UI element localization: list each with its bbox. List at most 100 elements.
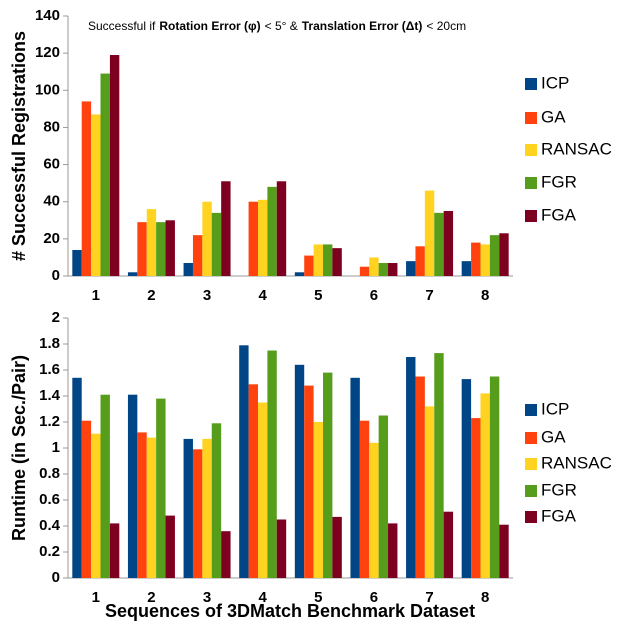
annotation-part: Translation Error (Δt) bbox=[302, 19, 423, 33]
bar bbox=[461, 261, 472, 276]
x-tick-label: 7 bbox=[425, 589, 433, 606]
bar bbox=[388, 523, 398, 578]
bar bbox=[127, 272, 138, 276]
bar bbox=[332, 516, 342, 578]
legend-label: GA bbox=[541, 427, 566, 446]
bar bbox=[323, 244, 333, 276]
legend-label: RANSAC bbox=[541, 453, 612, 472]
bar bbox=[489, 235, 500, 276]
legend-swatch bbox=[525, 404, 537, 416]
bar bbox=[211, 212, 222, 276]
bar bbox=[323, 372, 333, 578]
x-tick-label: 5 bbox=[314, 287, 322, 304]
bar bbox=[332, 248, 342, 276]
bar bbox=[443, 511, 454, 578]
bar bbox=[471, 418, 481, 578]
bar bbox=[406, 261, 416, 276]
bar bbox=[137, 432, 147, 578]
bar bbox=[461, 379, 472, 578]
bar bbox=[81, 420, 92, 578]
bar bbox=[248, 384, 258, 578]
x-tick-label: 1 bbox=[92, 589, 100, 606]
legend-label: FGA bbox=[541, 205, 577, 224]
bar bbox=[276, 519, 287, 578]
legend-swatch bbox=[525, 144, 537, 156]
x-tick-label: 4 bbox=[259, 589, 268, 606]
y-tick-label: 20 bbox=[43, 230, 60, 247]
x-tick-label: 2 bbox=[147, 287, 155, 304]
y-tick-label: 0 bbox=[52, 569, 60, 586]
legend-swatch bbox=[525, 458, 537, 470]
bar bbox=[369, 442, 379, 578]
bar bbox=[499, 524, 509, 578]
bar bbox=[100, 394, 110, 578]
bar bbox=[137, 222, 147, 276]
annotation-part: Successful if bbox=[88, 19, 156, 33]
y-tick-label: 100 bbox=[35, 81, 60, 98]
bar bbox=[434, 353, 444, 578]
bar bbox=[350, 377, 360, 578]
bar bbox=[211, 423, 222, 578]
y-tick-label: 40 bbox=[43, 193, 60, 210]
x-tick-label: 7 bbox=[425, 287, 433, 304]
bar bbox=[165, 220, 175, 276]
y-tick-label: 140 bbox=[35, 7, 60, 24]
x-tick-label: 3 bbox=[203, 287, 211, 304]
bar bbox=[489, 376, 500, 578]
y-tick-label: 0.2 bbox=[39, 543, 60, 560]
bar bbox=[480, 393, 490, 578]
x-tick-label: 6 bbox=[370, 287, 378, 304]
y-tick-label: 80 bbox=[43, 118, 60, 135]
bar bbox=[294, 364, 305, 578]
bar bbox=[424, 190, 435, 276]
x-tick-label: 8 bbox=[481, 589, 489, 606]
legend-label: ICP bbox=[541, 73, 569, 92]
bar bbox=[359, 420, 370, 578]
bar bbox=[359, 266, 370, 276]
y-tick-label: 120 bbox=[35, 44, 60, 61]
legend-swatch bbox=[525, 511, 537, 523]
y-tick-label: 0.6 bbox=[39, 491, 60, 508]
bar bbox=[480, 244, 490, 276]
bar bbox=[146, 437, 157, 578]
bar bbox=[221, 531, 231, 578]
y-axis-title: # Successful Registrations bbox=[9, 31, 29, 261]
bar bbox=[127, 394, 138, 578]
x-tick-label: 4 bbox=[259, 287, 268, 304]
bar bbox=[183, 438, 193, 578]
bar bbox=[192, 449, 203, 578]
y-tick-label: 2 bbox=[52, 309, 60, 326]
bar bbox=[434, 212, 444, 276]
legend-swatch bbox=[525, 177, 537, 189]
bar bbox=[183, 263, 193, 276]
bar bbox=[109, 523, 120, 578]
bar bbox=[369, 257, 379, 276]
y-tick-label: 0.4 bbox=[39, 517, 61, 534]
x-tick-label: 8 bbox=[481, 287, 489, 304]
x-tick-label: 6 bbox=[370, 589, 378, 606]
bar bbox=[267, 186, 277, 276]
bar bbox=[267, 350, 277, 578]
legend-swatch bbox=[525, 78, 537, 90]
bar bbox=[471, 242, 481, 276]
legend-swatch bbox=[525, 485, 537, 497]
legend-label: GA bbox=[541, 107, 566, 126]
bar bbox=[192, 235, 203, 276]
annotation-part: < 20cm bbox=[426, 19, 466, 33]
bar bbox=[72, 377, 82, 578]
legend-label: ICP bbox=[541, 399, 569, 418]
y-tick-label: 1.6 bbox=[39, 361, 60, 378]
bar bbox=[81, 101, 92, 276]
bar bbox=[378, 263, 389, 276]
bar bbox=[406, 357, 416, 578]
bar bbox=[202, 438, 212, 578]
legend-label: FGR bbox=[541, 172, 577, 191]
legend-swatch bbox=[525, 432, 537, 444]
annotation-part: Rotation Error (φ) bbox=[159, 19, 260, 33]
bar bbox=[378, 415, 389, 578]
legend-label: RANSAC bbox=[541, 139, 612, 158]
bar bbox=[304, 385, 314, 578]
bar bbox=[304, 255, 314, 276]
